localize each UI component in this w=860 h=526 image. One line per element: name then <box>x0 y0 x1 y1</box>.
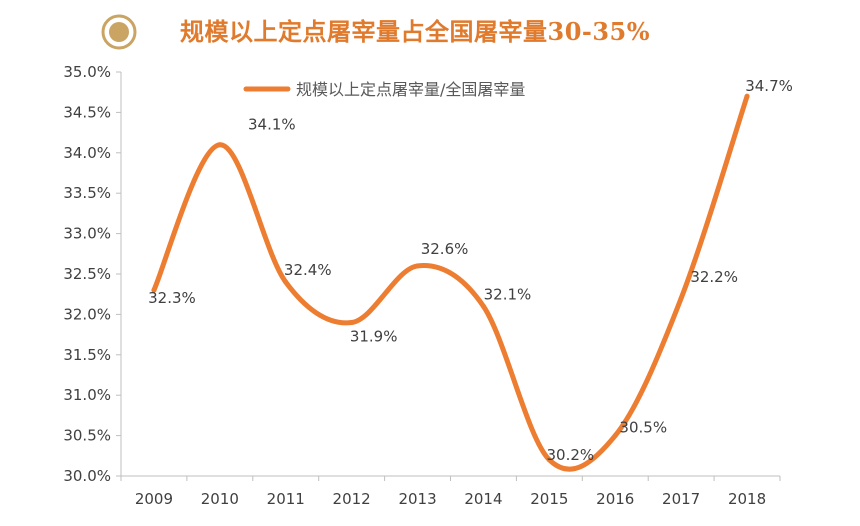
data-label: 32.1% <box>484 285 532 303</box>
x-tick-label: 2014 <box>464 490 502 508</box>
data-point <box>151 287 157 293</box>
data-label: 34.7% <box>745 77 793 95</box>
data-point <box>744 93 750 99</box>
y-tick-label: 34.0% <box>63 144 111 162</box>
data-label: 30.5% <box>619 419 667 437</box>
x-tick-label: 2011 <box>267 490 305 508</box>
data-label: 31.9% <box>350 327 398 345</box>
y-tick-label: 32.5% <box>63 265 111 283</box>
chart-axes: 30.0% 30.5% 31.0% 31.5% 32.0% 32.5% 33.0% 33.5%… <box>63 63 781 508</box>
data-label: 32.2% <box>690 268 738 286</box>
data-point <box>217 142 223 148</box>
x-tick-label: 2017 <box>662 490 700 508</box>
y-tick-label: 31.0% <box>63 386 111 404</box>
x-tick-label: 2015 <box>530 490 568 508</box>
y-tick-label: 33.0% <box>63 225 111 243</box>
legend: 规模以上定点屠宰量/全国屠宰量 <box>243 80 525 99</box>
x-tick-label: 2013 <box>398 490 436 508</box>
series-line <box>151 93 750 472</box>
data-point <box>480 303 486 309</box>
x-tick-label: 2016 <box>596 490 634 508</box>
y-tick-label: 33.5% <box>63 184 111 202</box>
y-tick-label: 30.5% <box>63 427 111 445</box>
x-tick-label: 2009 <box>135 490 173 508</box>
data-point <box>283 279 289 285</box>
data-point <box>415 263 421 269</box>
data-label: 32.4% <box>284 261 332 279</box>
series-layer <box>151 93 750 472</box>
circle-target-icon <box>101 14 137 50</box>
data-point <box>678 295 684 301</box>
data-label: 32.6% <box>421 240 469 258</box>
y-tick-label: 31.5% <box>63 346 111 364</box>
data-point <box>546 457 552 463</box>
data-label: 30.2% <box>547 446 595 464</box>
chart-title: 规模以上定点屠宰量占全国屠宰量30-35% <box>180 17 651 46</box>
y-tick-label: 32.0% <box>63 305 111 323</box>
data-label: 34.1% <box>248 116 296 134</box>
data-label: 32.3% <box>148 289 196 307</box>
y-tick-label: 35.0% <box>63 63 111 81</box>
data-labels: 32.3% 34.1% 32.4% 31.9% 32.6% 32.1% 30.2% 30.5%… <box>148 77 793 464</box>
title-row: 规模以上定点屠宰量占全国屠宰量30-35% <box>0 0 860 62</box>
y-tick-label: 30.0% <box>63 467 111 485</box>
data-point <box>612 433 618 439</box>
legend-label: 规模以上定点屠宰量/全国屠宰量 <box>296 80 525 99</box>
x-tick-label: 2018 <box>728 490 766 508</box>
data-point <box>349 319 355 325</box>
x-tick-label: 2012 <box>333 490 371 508</box>
x-tick-label: 2010 <box>201 490 239 508</box>
y-tick-label: 34.5% <box>63 103 111 121</box>
